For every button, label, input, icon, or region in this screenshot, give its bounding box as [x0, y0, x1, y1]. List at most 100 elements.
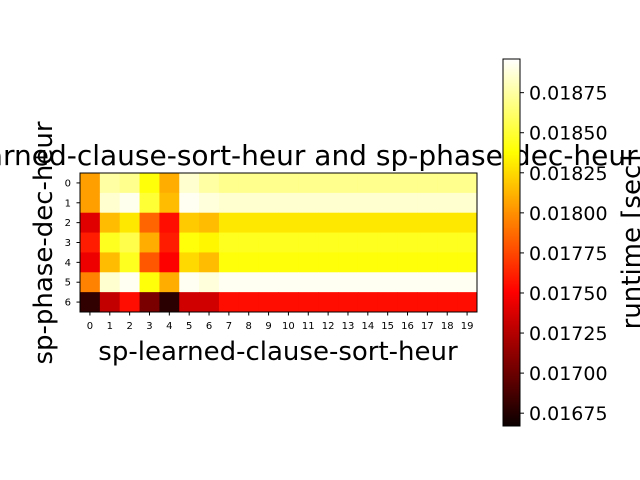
heatmap-cell	[377, 252, 399, 273]
heatmap-cell	[258, 272, 279, 293]
y-axis-ticks: 0 1 2 3 4 5 6	[65, 178, 80, 309]
heatmap-cell	[199, 272, 220, 293]
heatmap-cell	[397, 192, 418, 214]
heatmap-cell	[218, 232, 240, 253]
heatmap-cell	[179, 192, 200, 214]
heatmap-cell	[457, 173, 478, 194]
y-tick-label: 2	[65, 218, 71, 229]
heatmap-cell	[318, 272, 339, 293]
heatmap-cell	[99, 212, 121, 234]
heatmap-cell	[318, 192, 339, 214]
heatmap-cell	[159, 272, 180, 293]
heatmap-cell	[417, 173, 438, 194]
heatmap-cell	[417, 272, 438, 293]
heatmap-cell	[218, 292, 240, 313]
heatmap-cell	[99, 292, 121, 313]
heatmap-cell	[338, 192, 359, 214]
heatmap-cell	[80, 212, 101, 234]
heatmap-cell	[457, 292, 478, 313]
heatmap-cell	[179, 272, 200, 293]
heatmap-cell	[238, 292, 260, 313]
heatmap-cell	[437, 212, 458, 234]
heatmap-cell	[457, 212, 478, 234]
heatmap-cell	[437, 272, 458, 293]
heatmap-cell	[278, 232, 299, 253]
heatmap-cell	[278, 192, 299, 214]
heatmap-cell	[338, 212, 359, 234]
heatmap-cell	[179, 252, 200, 273]
heatmap-cell	[318, 252, 339, 273]
x-tick-label: 2	[126, 321, 132, 332]
colorbar-tick-label: 0.01675	[529, 403, 608, 425]
x-tick-label: 11	[302, 321, 315, 332]
heatmap-cell	[139, 192, 160, 214]
heatmap-cell	[119, 212, 141, 234]
heatmap-cell	[397, 292, 418, 313]
heatmap-cell	[357, 272, 379, 293]
heatmap-cell	[357, 212, 379, 234]
heatmap-cell	[80, 173, 101, 194]
heatmap-cell	[298, 292, 319, 313]
heatmap-cell	[298, 272, 319, 293]
heatmap-cell	[119, 252, 141, 273]
x-tick-label: 18	[441, 321, 454, 332]
heatmap-cell	[357, 232, 379, 253]
x-tick-label: 9	[265, 321, 271, 332]
heatmap-cell	[139, 272, 160, 293]
heatmap-cell	[199, 252, 220, 273]
heatmap-cell	[377, 272, 399, 293]
heatmap-cell	[437, 252, 458, 273]
heatmap-cell	[159, 173, 180, 194]
heatmap-cell	[99, 192, 121, 214]
heatmap-cell	[80, 192, 101, 214]
heatmap-cell	[318, 212, 339, 234]
y-tick-label: 4	[65, 258, 71, 269]
heatmap-cell	[80, 272, 101, 293]
x-tick-label: 6	[206, 321, 212, 332]
heatmap-cell	[437, 192, 458, 214]
heatmap-cell	[338, 252, 359, 273]
colorbar-tick-label: 0.01700	[529, 363, 608, 385]
heatmap-cell	[99, 272, 121, 293]
heatmap-cell	[139, 212, 160, 234]
heatmap-cell	[80, 252, 101, 273]
heatmap-cell	[199, 212, 220, 234]
heatmap-cell	[238, 272, 260, 293]
heatmap-cell	[298, 173, 319, 194]
heatmap-cell	[397, 173, 418, 194]
heatmap-cell	[437, 173, 458, 194]
heatmap-cell	[218, 272, 240, 293]
heatmap-cell	[139, 252, 160, 273]
heatmap-cell	[318, 292, 339, 313]
heatmap-cell	[298, 232, 319, 253]
heatmap-cell	[397, 272, 418, 293]
heatmap-cell	[139, 292, 160, 313]
x-tick-label: 5	[186, 321, 192, 332]
heatmap-cell	[278, 252, 299, 273]
heatmap-cell	[119, 232, 141, 253]
y-tick-label: 3	[65, 238, 71, 249]
heatmap-cell	[457, 252, 478, 273]
heatmap-cells	[80, 173, 478, 313]
colorbar-tick-label: 0.01850	[529, 123, 608, 145]
heatmap-cell	[119, 173, 141, 194]
heatmap-cell	[357, 192, 379, 214]
heatmap-cell	[80, 232, 101, 253]
x-tick-label: 19	[461, 321, 474, 332]
heatmap-cell	[437, 292, 458, 313]
heatmap-cell	[238, 173, 260, 194]
colorbar-tick-label: 0.01775	[529, 243, 608, 265]
x-tick-label: 1	[107, 321, 113, 332]
heatmap-cell	[159, 292, 180, 313]
heatmap-cell	[199, 173, 220, 194]
x-tick-label: 13	[342, 321, 355, 332]
heatmap-cell	[99, 173, 121, 194]
heatmap-cell	[417, 212, 438, 234]
x-tick-label: 15	[381, 321, 394, 332]
heatmap-cell	[199, 292, 220, 313]
heatmap-cell	[238, 232, 260, 253]
heatmap-cell	[397, 252, 418, 273]
x-tick-label: 0	[87, 321, 93, 332]
heatmap-cell	[119, 272, 141, 293]
